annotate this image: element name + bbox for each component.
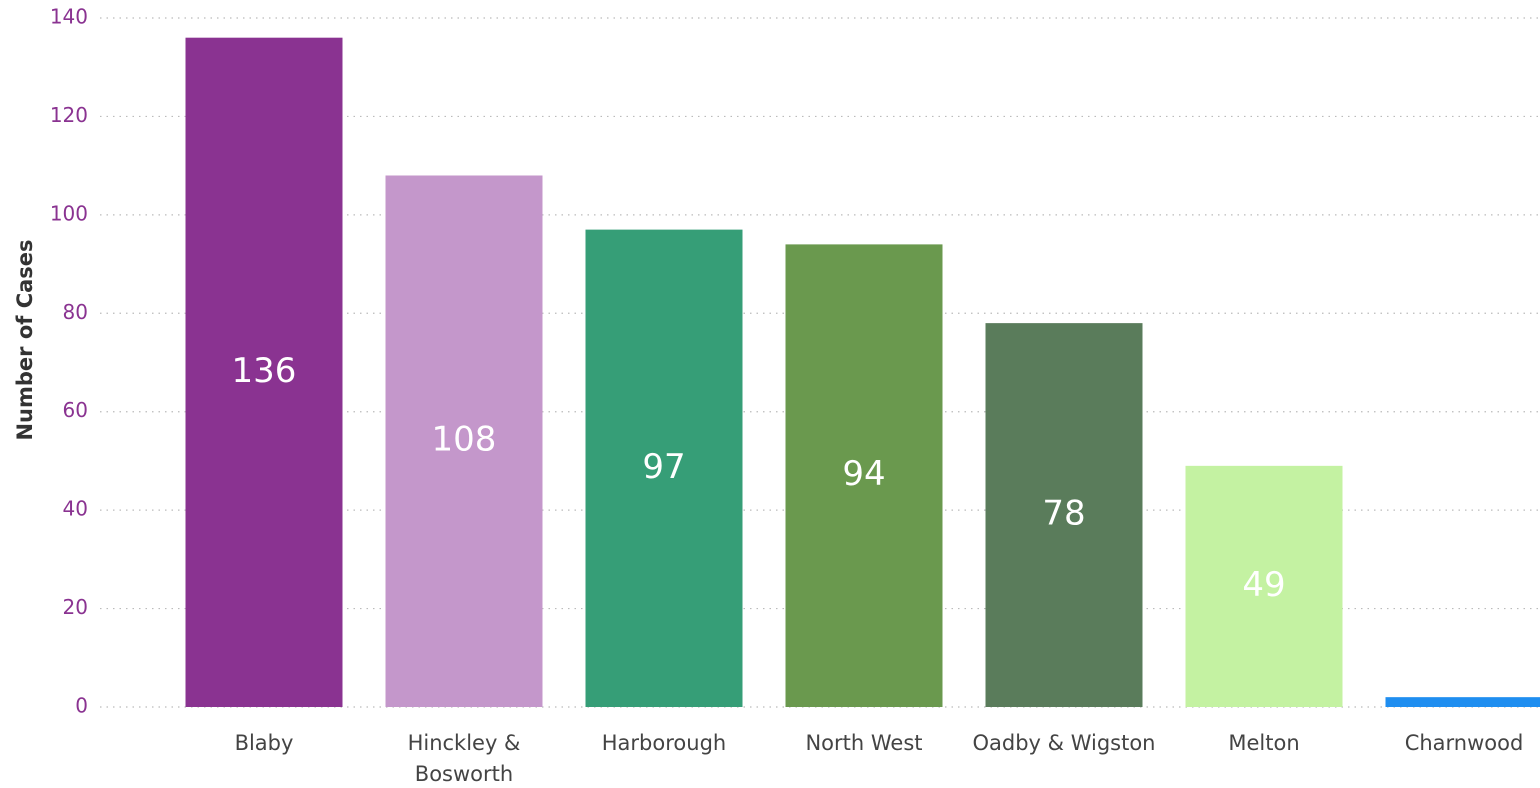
value-label: 108 bbox=[432, 420, 497, 460]
x-tick-label: North West bbox=[805, 731, 923, 755]
bar bbox=[385, 175, 543, 707]
x-tick-label: Oadby & Wigston bbox=[972, 731, 1156, 755]
y-axis-title: Number of Cases bbox=[13, 239, 37, 440]
y-tick-label: 100 bbox=[50, 201, 88, 225]
y-tick-label: 60 bbox=[63, 398, 88, 422]
bar bbox=[585, 229, 743, 707]
x-tick-label: Charnwood bbox=[1404, 731, 1524, 755]
y-tick-label: 120 bbox=[50, 103, 88, 127]
value-label: 78 bbox=[1042, 494, 1085, 534]
y-tick-label: 80 bbox=[63, 300, 88, 324]
x-tick-label: Harborough bbox=[601, 731, 727, 755]
bar bbox=[785, 244, 943, 707]
bar bbox=[1185, 465, 1343, 707]
x-tick-label: Hinckley & Bosworth bbox=[407, 731, 521, 786]
bar bbox=[985, 323, 1143, 707]
y-tick-label: 40 bbox=[63, 497, 88, 521]
bar bbox=[1385, 697, 1540, 707]
x-tick-label: Blaby bbox=[234, 731, 294, 755]
value-label: 94 bbox=[842, 454, 885, 494]
x-tick-label: Melton bbox=[1228, 731, 1300, 755]
value-label: 97 bbox=[642, 447, 685, 487]
y-tick-label: 20 bbox=[63, 595, 88, 619]
value-label: 49 bbox=[1242, 565, 1285, 605]
bar bbox=[185, 37, 343, 707]
value-label: 136 bbox=[232, 351, 297, 391]
y-tick-label: 0 bbox=[75, 694, 88, 718]
y-tick-label: 140 bbox=[50, 5, 88, 29]
